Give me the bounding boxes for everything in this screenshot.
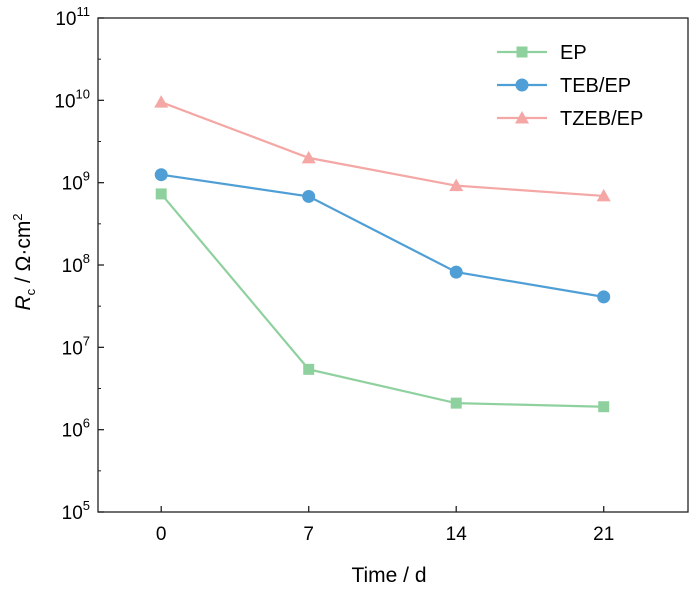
data-point-tzeb-ep: [154, 95, 169, 108]
x-tick-label: 21: [593, 524, 614, 545]
legend-item-tzeb-ep: TZEB/EP: [497, 108, 643, 130]
legend-label: EP: [560, 42, 587, 64]
y-tick-label: 109: [62, 169, 90, 195]
data-point-teb-ep: [302, 189, 316, 203]
legend-item-teb-ep: TEB/EP: [497, 75, 631, 97]
y-tick-label: 1010: [54, 86, 90, 112]
data-point-ep: [155, 188, 167, 200]
series-ep: [155, 188, 610, 413]
legend-item-ep: EP: [497, 42, 587, 64]
data-point-teb-ep: [154, 168, 168, 182]
y-axis: 105 106 107 108 109 1010 1011: [54, 4, 104, 524]
y-tick-label: 107: [62, 333, 90, 359]
x-axis: 0 7 14 21: [156, 506, 614, 545]
legend-marker: [515, 78, 529, 92]
y-tick-label: 1011: [55, 4, 90, 30]
data-point-tzeb-ep: [449, 178, 464, 192]
y-axis-title: Rc / Ω·cm2: [10, 213, 38, 310]
data-point-ep: [450, 397, 462, 409]
series-teb-ep: [154, 168, 611, 304]
data-point-teb-ep: [597, 290, 611, 304]
data-point-ep: [303, 363, 315, 375]
data-point-tzeb-ep: [301, 150, 316, 164]
series-line-teb-ep: [161, 173, 604, 298]
legend-label: TZEB/EP: [560, 108, 643, 130]
legend: EP TEB/EP TZEB/EP: [497, 42, 643, 130]
x-tick-label: 7: [303, 524, 314, 545]
series-line-tzeb-ep: [160, 101, 604, 198]
y-tick-label: 108: [62, 251, 90, 277]
series-line-ep: [160, 193, 604, 408]
y-tick-label: 106: [62, 416, 90, 442]
x-axis-title: Time / d: [351, 564, 426, 587]
legend-marker: [515, 111, 529, 124]
y-tick-label: 105: [62, 498, 90, 524]
x-tick-label: 14: [446, 524, 468, 545]
series-tzeb-ep: [154, 95, 611, 202]
legend-label: TEB/EP: [560, 75, 631, 97]
data-point-tzeb-ep: [596, 188, 611, 202]
data-point-ep: [598, 401, 610, 413]
legend-marker: [516, 46, 528, 58]
x-tick-label: 0: [156, 524, 167, 545]
data-point-teb-ep: [449, 265, 463, 279]
series-layer: [154, 95, 611, 413]
